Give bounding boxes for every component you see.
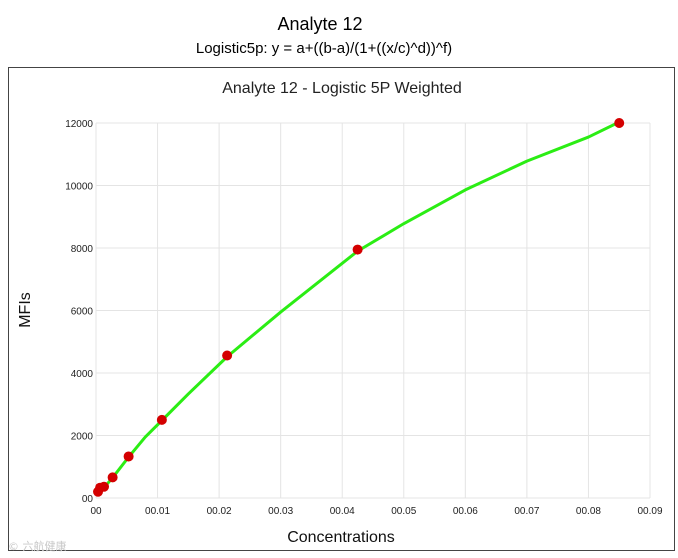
x-tick-label: 00.03 [268,506,293,517]
y-tick-label: 6000 [71,307,94,318]
data-point [123,451,134,462]
data-point [107,472,118,483]
x-tick-label: 00.05 [391,506,416,517]
data-point [352,244,363,255]
y-axis-label: MFIs [17,292,34,328]
data-point [222,350,233,361]
y-tick-label: 4000 [71,369,94,380]
data-point [99,481,110,492]
x-tick-label: 00.01 [145,506,170,517]
x-tick-label: 00.08 [576,506,601,517]
y-tick-label: 2000 [71,432,94,443]
chart-frame: 00 00.01 00.02 00.03 00.04 00.05 00.06 00.07 00.… [8,67,675,551]
page-title: Analyte 12 [277,14,363,34]
ticks-layer: 00 00.01 00.02 00.03 00.04 00.05 00.06 00.07 00.… [65,119,663,517]
points-layer [93,118,625,497]
fit-curve-line [96,120,621,496]
data-point [614,118,625,128]
data-point [156,414,167,425]
page-subtitle: Logistic5p: y = a+((b-a)/(1+((x/c)^d))^f… [195,40,453,57]
y-tick-label: 00 [82,494,94,505]
x-tick-label: 00.06 [453,506,478,517]
y-tick-label: 8000 [71,244,94,255]
grid-layer [95,122,651,499]
x-tick-label: 00.07 [514,506,539,517]
y-tick-label: 10000 [65,182,93,193]
chart-svg: 00 00.01 00.02 00.03 00.04 00.05 00.06 00.07 00.… [17,80,663,546]
y-tick-label: 12000 [65,119,93,130]
x-axis-label: Concentrations [287,529,395,546]
x-tick-label: 00.04 [330,506,355,517]
fit-curve-layer [96,120,621,496]
watermark-text: © 六航健康 [8,540,67,553]
x-tick-label: 00.09 [637,506,662,517]
x-tick-label: 00 [90,506,102,517]
x-tick-label: 00.02 [207,506,232,517]
chart-title: Analyte 12 - Logistic 5P Weighted [222,80,462,97]
